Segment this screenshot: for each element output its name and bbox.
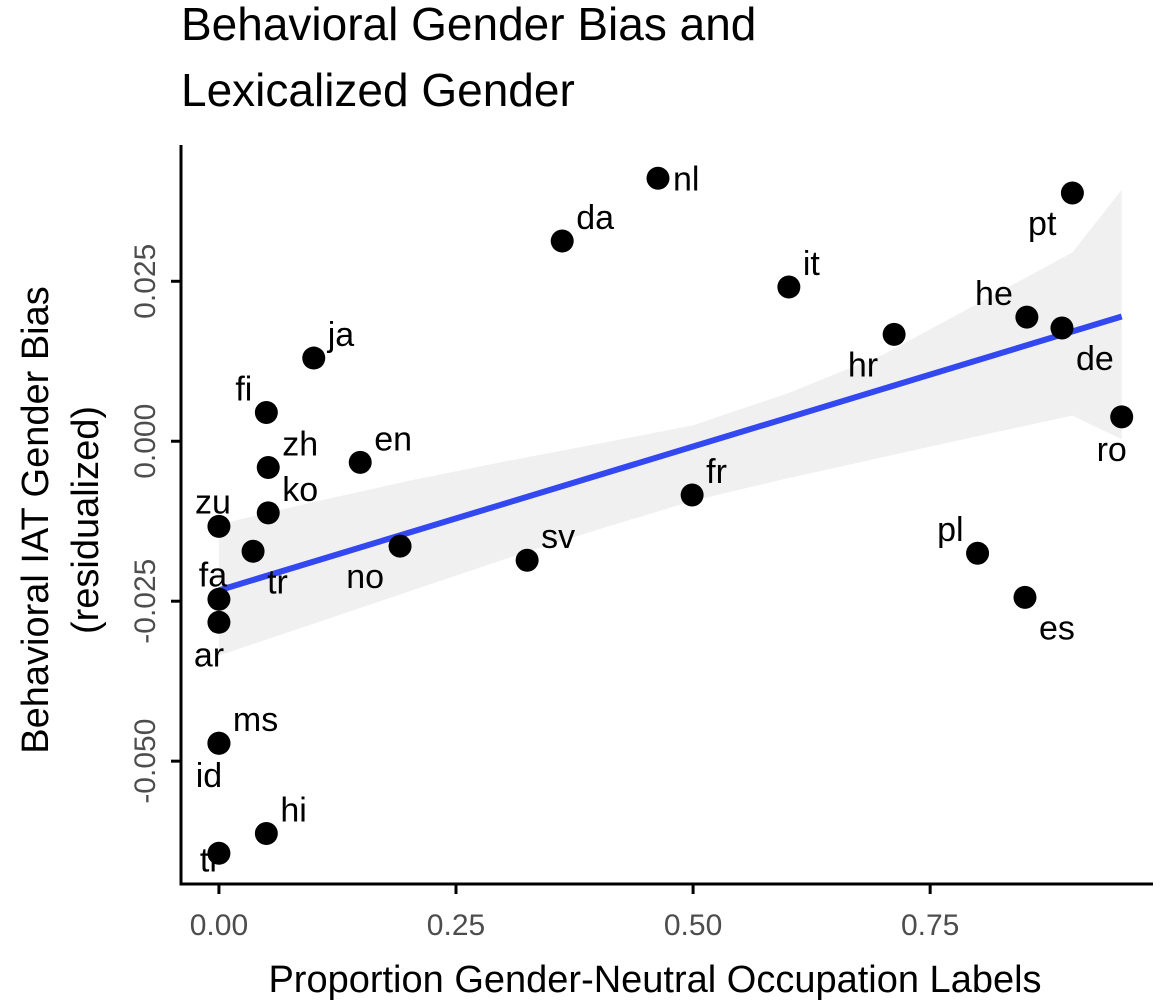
y-axis-title-line-1: Behavioral IAT Gender Bias <box>15 286 57 754</box>
point-label-de: de <box>1076 340 1114 378</box>
data-point-pt <box>1060 181 1084 205</box>
data-point-ar <box>207 610 231 634</box>
data-point-it <box>777 275 801 299</box>
data-point-hr <box>882 322 906 346</box>
plot-area: 0.00 0.25 0.50 0.75 -0.050 -0.025 0.000 0.025 nl… <box>129 145 1153 942</box>
data-point-no <box>388 534 412 558</box>
data-point-he <box>1015 305 1039 329</box>
point-label-sv: sv <box>541 518 575 556</box>
data-point-fi <box>254 400 278 424</box>
point-label-tr: tr <box>267 563 288 601</box>
y-tick-label: 0.000 <box>129 404 162 479</box>
point-label-ro: ro <box>1097 431 1127 469</box>
point-label-zh: zh <box>282 425 318 463</box>
confidence-band <box>218 189 1122 656</box>
data-point-ro <box>1110 405 1134 429</box>
x-tick-label: 0.50 <box>664 909 722 942</box>
point-label-da: da <box>576 199 614 237</box>
data-point-id <box>207 731 231 755</box>
data-point-de <box>1050 316 1074 340</box>
point-label-he: he <box>975 275 1013 313</box>
data-point-pl <box>966 541 990 565</box>
data-point-hi <box>254 821 278 845</box>
data-point-ko <box>256 501 280 525</box>
data-point-zh <box>256 455 280 479</box>
point-label-ar: ar <box>194 636 224 674</box>
point-label-fi: fi <box>235 370 252 408</box>
point-label-en: en <box>374 420 412 458</box>
point-label-id: id <box>196 757 222 795</box>
y-axis-title-line-2: (residualized) <box>65 406 107 634</box>
point-label-es: es <box>1039 609 1075 647</box>
point-label-fr: fr <box>706 453 727 491</box>
point-label-hr: hr <box>848 346 878 384</box>
data-point-ja <box>302 346 326 370</box>
data-point-da <box>550 229 574 253</box>
point-label-no: no <box>346 558 384 596</box>
point-label-fa: fa <box>199 556 227 594</box>
point-label-hi: hi <box>280 791 306 829</box>
point-label-nl: nl <box>673 160 699 198</box>
x-tick-label: 0.00 <box>190 909 248 942</box>
y-tick-label: 0.025 <box>129 244 162 319</box>
data-point-nl <box>646 166 670 190</box>
data-point-es <box>1013 585 1037 609</box>
point-label-it: it <box>803 245 821 283</box>
data-point-sv <box>515 548 539 572</box>
point-label-pl: pl <box>937 511 963 549</box>
point-label-ko: ko <box>282 471 318 509</box>
y-tick-label: -0.025 <box>129 559 162 644</box>
chart-title-line-2: Lexicalized Gender <box>181 64 575 116</box>
x-tick-label: 0.75 <box>901 909 959 942</box>
data-point-tr <box>241 539 265 563</box>
data-point-en <box>348 450 372 474</box>
chart-title-line-1: Behavioral Gender Bias and <box>181 0 756 50</box>
point-label-pt: pt <box>1028 205 1057 243</box>
point-label-ja: ja <box>327 316 355 354</box>
data-point-tl <box>207 841 231 865</box>
point-label-tl: tl <box>200 841 217 879</box>
point-label-ms: ms <box>233 701 278 739</box>
regression-line <box>218 313 1123 594</box>
data-point-fr <box>680 483 704 507</box>
x-axis-title: Proportion Gender-Neutral Occupation Lab… <box>268 959 1041 1001</box>
point-label-zu: zu <box>195 483 231 521</box>
x-tick-label: 0.25 <box>427 909 485 942</box>
data-point-zu <box>207 514 231 538</box>
data-point-fa <box>207 587 231 611</box>
y-tick-label: -0.050 <box>129 719 162 804</box>
